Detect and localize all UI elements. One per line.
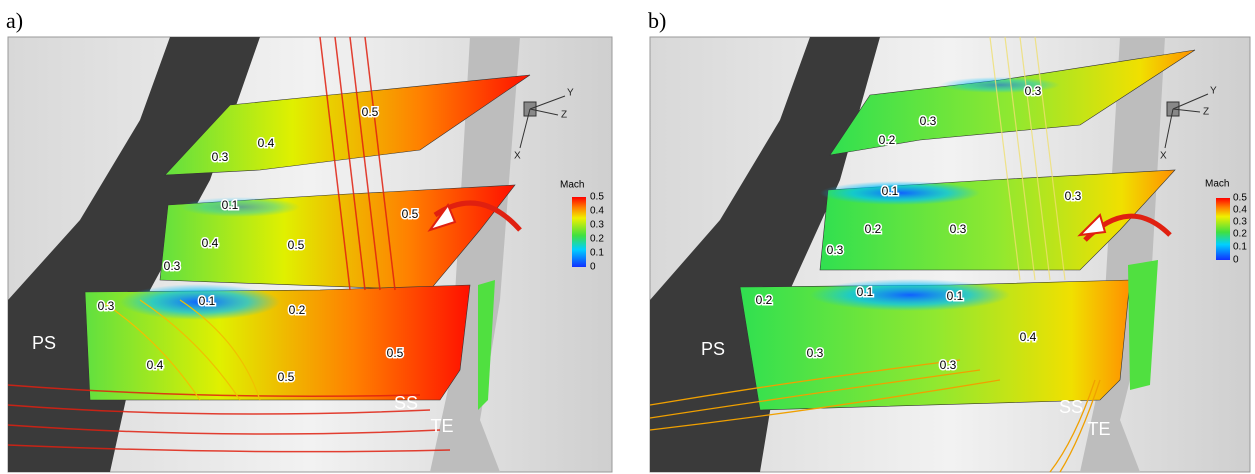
contour-label: 0.1 bbox=[947, 289, 964, 303]
contour-label: 0.4 bbox=[202, 236, 219, 250]
region-label: PS bbox=[701, 339, 725, 359]
colorbar-tick: 0.5 bbox=[590, 192, 604, 203]
colorbar-tick: 0.4 bbox=[1233, 205, 1247, 216]
contour-label: 0.3 bbox=[950, 222, 967, 236]
panel-b: b) 0.3 0.3 0.2 0.1 0.3 0.2 0.3 0.3 0.2 0… bbox=[648, 8, 1250, 472]
low-speed-zone bbox=[810, 279, 1010, 311]
contour-label: 0.1 bbox=[222, 198, 239, 212]
contour-label: 0.2 bbox=[865, 222, 882, 236]
contour-label: 0.5 bbox=[288, 238, 305, 252]
colorbar-scale bbox=[572, 197, 586, 267]
contour-label: 0.1 bbox=[199, 294, 216, 308]
contour-label: 0.3 bbox=[1025, 84, 1042, 98]
figure: a) 0.5 0.4 0.3 0.1 0.5 0.4 0.5 0.3 0.3 0… bbox=[0, 0, 1255, 474]
contour-label: 0.4 bbox=[258, 136, 275, 150]
contour-label: 0.1 bbox=[857, 285, 874, 299]
colorbar-tick: 0 bbox=[590, 262, 596, 273]
colorbar-tick: 0.4 bbox=[590, 206, 604, 217]
region-label: SS bbox=[1059, 397, 1083, 417]
colorbar-tick: 0.5 bbox=[1233, 193, 1247, 204]
contour-label: 0.2 bbox=[289, 303, 306, 317]
colorbar-title: Mach bbox=[1205, 179, 1229, 190]
axis-label: Z bbox=[1203, 107, 1209, 118]
panel-label: b) bbox=[648, 8, 666, 33]
axis-label: Y bbox=[567, 88, 574, 99]
region-label: TE bbox=[1087, 419, 1110, 439]
contour-label: 0.1 bbox=[882, 184, 899, 198]
region-label: TE bbox=[430, 416, 453, 436]
colorbar-tick: 0.2 bbox=[1233, 229, 1247, 240]
low-speed-zone bbox=[180, 197, 300, 217]
contour-label: 0.3 bbox=[98, 299, 115, 313]
panel-label: a) bbox=[6, 8, 23, 33]
contour-label: 0.5 bbox=[362, 105, 379, 119]
axis-label: X bbox=[514, 151, 521, 162]
contour-label: 0.3 bbox=[1065, 189, 1082, 203]
contour-label: 0.3 bbox=[827, 243, 844, 257]
contour-label: 0.3 bbox=[940, 358, 957, 372]
contour-label: 0.2 bbox=[879, 133, 896, 147]
contour-label: 0.5 bbox=[402, 207, 419, 221]
colorbar-tick: 0.1 bbox=[590, 248, 604, 259]
colorbar-tick: 0.3 bbox=[1233, 217, 1247, 228]
contour-label: 0.5 bbox=[387, 346, 404, 360]
low-speed-zone bbox=[820, 181, 980, 205]
colorbar-title: Mach bbox=[560, 180, 584, 191]
contour-label: 0.4 bbox=[1020, 330, 1037, 344]
colorbar-tick: 0.1 bbox=[1233, 242, 1247, 253]
axis-label: Z bbox=[561, 110, 567, 121]
contour-label: 0.3 bbox=[164, 259, 181, 273]
colorbar-tick: 0 bbox=[1233, 255, 1239, 266]
colorbar-scale bbox=[1216, 198, 1230, 260]
contour-label: 0.3 bbox=[212, 150, 229, 164]
axis-label: Y bbox=[1210, 86, 1217, 97]
colorbar-tick: 0.3 bbox=[590, 220, 604, 231]
axis-label: X bbox=[1160, 151, 1167, 162]
contour-label: 0.4 bbox=[147, 358, 164, 372]
panel-a: a) 0.5 0.4 0.3 0.1 0.5 0.4 0.5 0.3 0.3 0… bbox=[6, 8, 612, 472]
region-label: PS bbox=[32, 333, 56, 353]
region-label: SS bbox=[394, 393, 418, 413]
contour-label: 0.3 bbox=[920, 114, 937, 128]
contour-label: 0.2 bbox=[756, 293, 773, 307]
contour-label: 0.3 bbox=[807, 346, 824, 360]
colorbar-tick: 0.2 bbox=[590, 234, 604, 245]
contour-label: 0.5 bbox=[278, 370, 295, 384]
